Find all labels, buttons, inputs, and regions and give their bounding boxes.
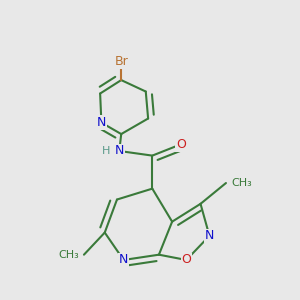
Text: CH₃: CH₃: [231, 178, 252, 188]
Text: CH₃: CH₃: [58, 250, 79, 260]
Text: H: H: [102, 146, 110, 156]
Text: O: O: [176, 138, 186, 151]
Text: O: O: [182, 254, 191, 266]
Text: N: N: [115, 145, 124, 158]
Text: N: N: [119, 254, 128, 266]
Text: N: N: [97, 116, 106, 129]
Text: Br: Br: [114, 56, 128, 68]
Text: N: N: [205, 230, 214, 242]
